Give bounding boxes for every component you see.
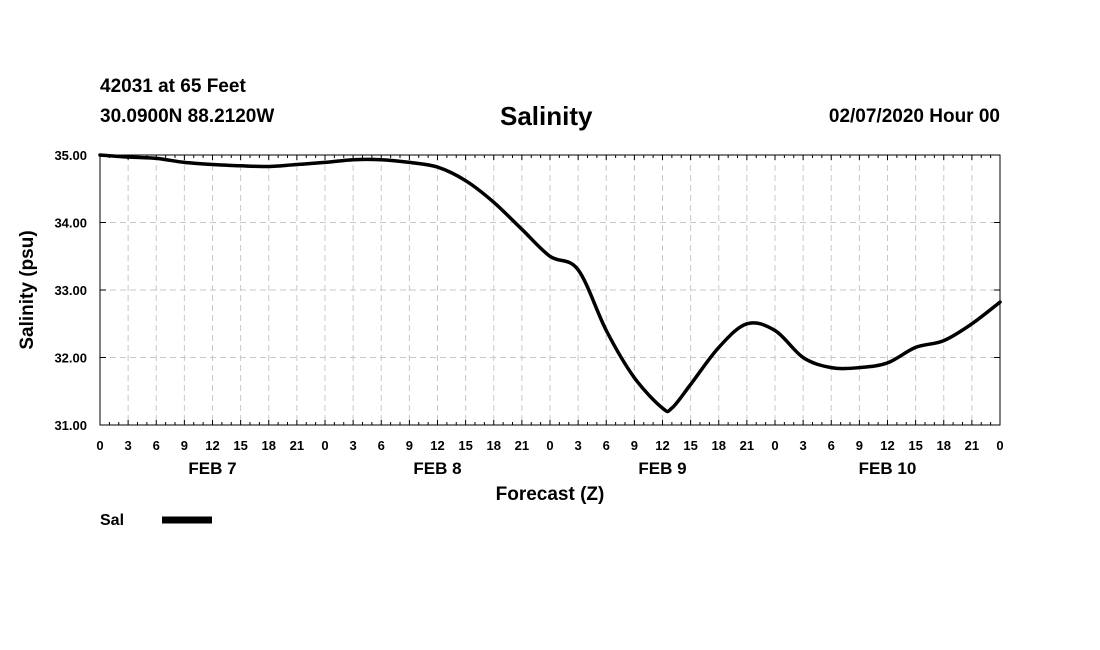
x-tick-label: 15 (683, 438, 697, 453)
legend: Sal (100, 512, 212, 529)
day-label: FEB 9 (638, 459, 686, 478)
x-tick-label: 21 (515, 438, 529, 453)
x-tick-label: 3 (575, 438, 582, 453)
chart-title: Salinity (500, 101, 593, 131)
x-tick-label: 18 (712, 438, 726, 453)
x-tick-label: 0 (321, 438, 328, 453)
x-tick-label: 3 (350, 438, 357, 453)
series-layer (98, 153, 1002, 414)
x-tick-label: 15 (233, 438, 247, 453)
y-tick-label: 32.00 (54, 351, 87, 366)
x-axis-title: Forecast (Z) (496, 484, 605, 505)
x-tick-label: 0 (96, 438, 103, 453)
y-tick-labels: 35.00 34.00 33.00 32.00 31.00 (54, 148, 87, 433)
x-tick-label: 15 (458, 438, 472, 453)
x-tick-label: 9 (406, 438, 413, 453)
x-tick-label: 9 (181, 438, 188, 453)
x-tick-label: 6 (828, 438, 835, 453)
x-tick-label: 18 (262, 438, 276, 453)
y-tick-label: 34.00 (54, 216, 87, 231)
x-tick-label: 12 (430, 438, 444, 453)
x-tick-label: 21 (965, 438, 979, 453)
day-label: FEB 8 (413, 459, 461, 478)
x-tick-label: 21 (290, 438, 304, 453)
legend-label: Sal (100, 512, 124, 529)
x-tick-label: 15 (908, 438, 922, 453)
y-axis-title: Salinity (psu) (17, 230, 38, 349)
x-tick-label: 6 (603, 438, 610, 453)
station-label: 42031 at 65 Feet (100, 76, 246, 97)
day-labels: FEB 7 FEB 8 FEB 9 FEB 10 (188, 459, 916, 478)
grid (100, 155, 1000, 425)
y-tick-label: 33.00 (54, 283, 87, 298)
x-tick-label: 21 (740, 438, 754, 453)
x-tick-label: 9 (856, 438, 863, 453)
day-label: FEB 7 (188, 459, 236, 478)
y-tick-label: 31.00 (54, 418, 87, 433)
x-tick-label: 6 (153, 438, 160, 453)
x-tick-label: 12 (655, 438, 669, 453)
day-label: FEB 10 (859, 459, 917, 478)
x-tick-label: 0 (771, 438, 778, 453)
x-tick-label: 3 (125, 438, 132, 453)
x-tick-label: 12 (205, 438, 219, 453)
x-tick-labels: 0 3 6 9 12 15 18 21 0 3 6 9 12 15 18 21 0 3 6 9 12 15 18 21 0 3 6 9… (96, 438, 1003, 453)
series-line-sal (98, 153, 1002, 414)
x-tick-label: 18 (487, 438, 501, 453)
x-tick-label: 3 (800, 438, 807, 453)
coordinates-label: 30.0900N 88.2120W (100, 106, 275, 127)
y-tick-label: 35.00 (54, 148, 87, 163)
forecast-datestamp: 02/07/2020 Hour 00 (828, 106, 1000, 127)
x-tick-label: 18 (937, 438, 951, 453)
x-tick-label: 9 (631, 438, 638, 453)
x-tick-label: 0 (546, 438, 553, 453)
x-tick-label: 0 (996, 438, 1003, 453)
x-tick-label: 12 (880, 438, 894, 453)
x-tick-label: 6 (378, 438, 385, 453)
axis-ticks (99, 154, 1001, 426)
